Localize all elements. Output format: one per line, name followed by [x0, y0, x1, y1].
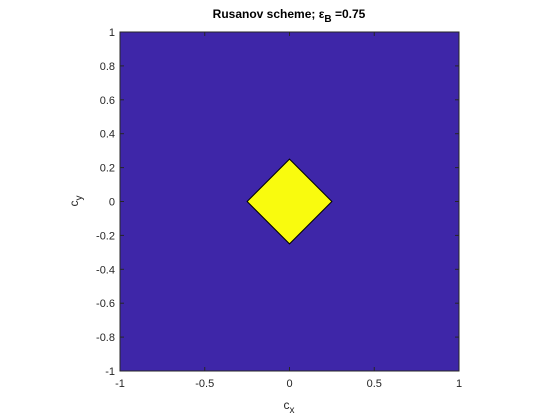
y-tick-label: -0.4	[96, 264, 115, 276]
x-label-text: c	[284, 398, 290, 412]
x-tick-label: 0	[286, 378, 292, 390]
y-tick-label: 1	[109, 27, 115, 39]
y-tick-label: -0.8	[96, 332, 115, 344]
y-label-text: c	[67, 201, 81, 207]
y-tick-label: 0.8	[100, 61, 115, 73]
y-tick-label: -0.2	[96, 230, 115, 242]
title-text: =0.75	[332, 7, 366, 21]
chart-title: Rusanov scheme; εB =0.75	[213, 7, 366, 25]
y-axis-label: cy	[67, 196, 85, 207]
x-tick-label: -0.5	[195, 378, 214, 390]
y-tick-label: 0.4	[100, 129, 115, 141]
region-polygon	[246, 158, 333, 245]
y-label-subscript: y	[74, 196, 85, 201]
x-tick-label: 1	[456, 378, 462, 390]
plot-area	[120, 32, 459, 371]
y-tick-label: -0.6	[96, 298, 115, 310]
title-text: Rusanov scheme; ε	[213, 7, 325, 21]
title-subscript: B	[324, 14, 331, 25]
x-axis-label: cx	[284, 398, 295, 416]
x-label-subscript: x	[290, 405, 295, 416]
y-tick-label: 0.6	[100, 95, 115, 107]
y-tick-label: -1	[105, 366, 115, 378]
x-tick-label: 0.5	[367, 378, 382, 390]
y-tick-label: 0.2	[100, 163, 115, 175]
y-tick-label: 0	[109, 197, 115, 209]
x-tick-label: -1	[115, 378, 125, 390]
